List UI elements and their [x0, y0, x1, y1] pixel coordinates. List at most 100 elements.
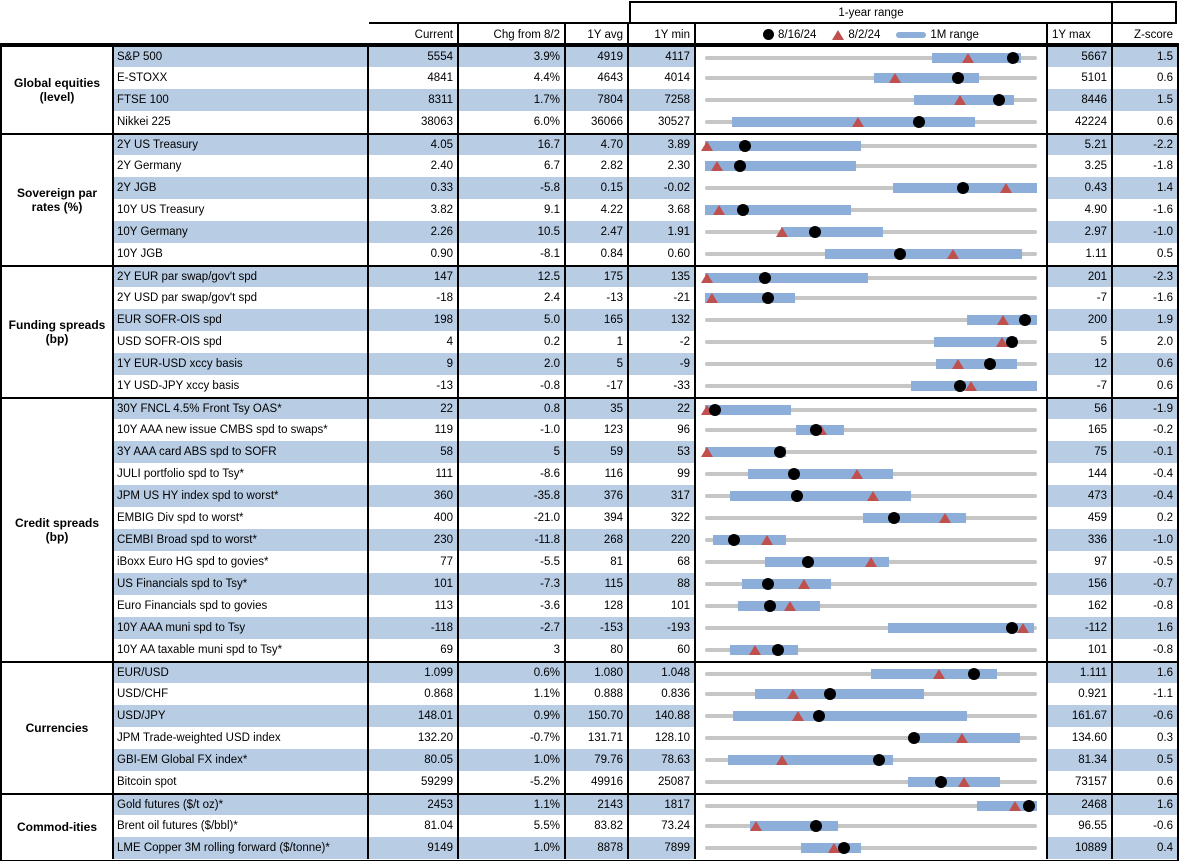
row-label: CEMBI Broad spd to worst* — [114, 529, 369, 551]
cell-1y-avg: 2.82 — [566, 155, 629, 177]
range-chart — [696, 573, 1048, 595]
row-label: JPM Trade-weighted USD index — [114, 727, 369, 749]
cell-chg: 0.6% — [459, 661, 566, 683]
current-date-dot — [809, 424, 822, 436]
one-month-range-bar — [874, 73, 979, 83]
cell-current: -18 — [369, 287, 459, 309]
cell-chg: 10.5 — [459, 221, 566, 243]
row-label: 30Y FNCL 4.5% Front Tsy OAS* — [114, 397, 369, 419]
cell-1y-avg: 4.70 — [566, 133, 629, 155]
cell-zscore: -1.9 — [1113, 397, 1177, 419]
current-date-dot — [872, 754, 885, 766]
cell-zscore: 0.6 — [1157, 116, 1173, 128]
cell-chg: -3.6 — [459, 595, 566, 617]
current-date-dot — [787, 468, 800, 480]
one-month-range-bar — [713, 535, 787, 545]
row-label: EMBIG Div spd to worst* — [114, 507, 369, 529]
cell-chg: 5.5% — [459, 815, 566, 837]
section-label: Currencies — [2, 661, 114, 793]
cell-current: 119 — [369, 419, 459, 441]
cell-chg: -1.0 — [459, 419, 566, 441]
row-label: 10Y AAA new issue CMBS spd to swaps* — [114, 419, 369, 441]
cell-current: 69 — [369, 639, 459, 661]
cell-current: 9 — [369, 353, 459, 375]
cell-1y-max: -112 — [1048, 617, 1113, 639]
range-chart — [696, 375, 1048, 397]
current-date-dot — [759, 272, 772, 284]
cell-chg: -0.7% — [459, 727, 566, 749]
cell-chg: -21.0 — [459, 507, 566, 529]
cell-zscore: -0.7 — [1113, 573, 1177, 595]
prev-date-triangle — [939, 513, 952, 523]
cell-current: 0.33 — [369, 177, 459, 199]
range-chart — [696, 485, 1048, 507]
cell-chg: 4.4% — [459, 67, 566, 89]
prev-date-triangle — [865, 557, 877, 567]
cell-1y-max: 161.67 — [1048, 705, 1113, 727]
current-date-dot — [708, 404, 721, 416]
cell-chg: -2.7 — [459, 617, 566, 639]
prev-date-triangle — [1000, 183, 1013, 193]
row-label: 2Y US Treasury — [114, 133, 369, 155]
cell-current: -13 — [369, 375, 459, 397]
cell-chg: 6.7 — [459, 155, 566, 177]
range-chart — [696, 507, 1048, 529]
cell-zscore: -0.6 — [1153, 820, 1173, 832]
current-date-dot — [790, 490, 803, 502]
cell-1y-min: 1817 — [629, 793, 696, 815]
cell-chg: 2.4 — [459, 287, 566, 309]
prev-date-triangle — [710, 161, 723, 171]
cell-1y-max: -7 — [1048, 375, 1113, 397]
cell-1y-max: 4.90 — [1048, 199, 1113, 221]
range-track-area — [705, 507, 1037, 529]
cell-1y-min: 3.89 — [629, 133, 696, 155]
cell-current: 2453 — [369, 793, 459, 815]
range-track — [705, 450, 1037, 454]
current-date-dot — [823, 688, 836, 700]
cell-1y-min: 101 — [629, 595, 696, 617]
range-chart — [696, 397, 1048, 419]
header-blank-left — [2, 22, 369, 45]
current-date-dot — [1006, 52, 1019, 64]
prev-date-triangle — [776, 755, 789, 765]
cell-current: 198 — [369, 309, 459, 331]
row-label: 1Y EUR-USD xccy basis — [114, 353, 369, 375]
range-chart — [696, 683, 1048, 705]
cell-1y-avg: 2.47 — [566, 221, 629, 243]
cell-1y-avg: 1.080 — [566, 661, 629, 683]
range-chart — [696, 837, 1048, 859]
prev-date-triangle — [827, 843, 840, 853]
range-chart — [696, 595, 1048, 617]
range-track-area — [705, 155, 1037, 177]
cell-zscore: 0.4 — [1113, 837, 1177, 859]
prev-date-triangle — [961, 53, 974, 63]
range-track — [705, 318, 1037, 322]
cell-current: 1.099 — [369, 661, 459, 683]
cell-1y-avg: 165 — [566, 309, 629, 331]
prev-date-triangle — [1009, 801, 1022, 811]
current-date-dot — [810, 820, 823, 832]
prev-date-triangle — [1017, 623, 1030, 633]
cell-1y-avg: 36066 — [566, 111, 629, 133]
cell-zscore: 1.5 — [1113, 89, 1177, 111]
header-blank-zscore-top — [1113, 1, 1177, 22]
cell-zscore: 0.6 — [1113, 353, 1177, 375]
cell-zscore: -0.8 — [1153, 644, 1173, 656]
cell-1y-max: 56 — [1048, 397, 1113, 419]
legend-item-1m-range: 1M range — [896, 29, 979, 41]
cell-zscore: 1.6 — [1113, 793, 1177, 815]
range-track — [705, 538, 1037, 542]
row-label: 10Y AAA muni spd to Tsy — [114, 617, 369, 639]
one-month-range-bar — [764, 557, 890, 567]
range-chart — [696, 199, 1048, 221]
one-month-range-bar — [749, 821, 838, 831]
col-header-1y-avg: 1Y avg — [566, 22, 629, 45]
row-label: Euro Financials spd to govies — [114, 595, 369, 617]
cell-zscore: 1.6 — [1113, 661, 1177, 683]
range-chart — [696, 749, 1048, 771]
cell-1y-min: -2 — [629, 331, 696, 353]
cell-1y-avg: 0.84 — [566, 243, 629, 265]
col-header-chg: Chg from 8/2 — [459, 22, 566, 45]
header-blank-top — [2, 1, 629, 22]
cell-1y-avg: 116 — [566, 463, 629, 485]
